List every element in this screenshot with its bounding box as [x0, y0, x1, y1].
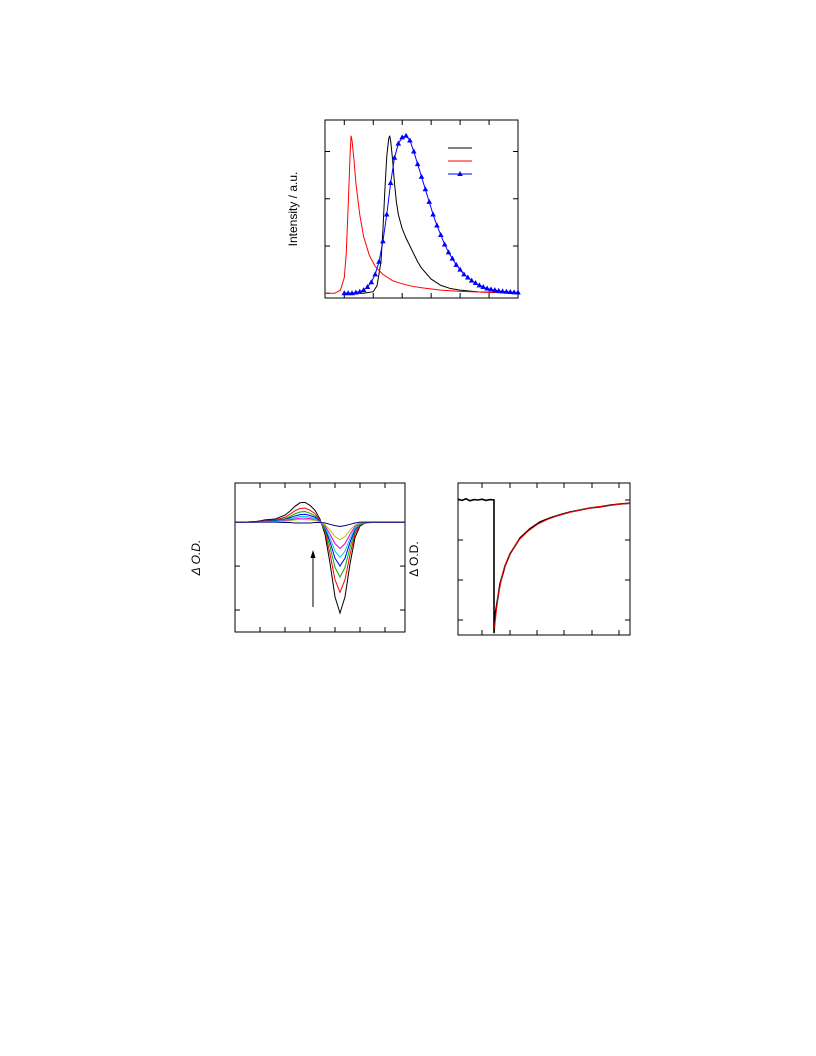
data-marker	[395, 140, 402, 146]
data-line	[494, 502, 631, 629]
plot-frame	[324, 119, 519, 299]
plot-frame	[234, 482, 406, 633]
data-marker	[403, 132, 409, 138]
arrow-head	[310, 550, 316, 558]
plot-frame	[457, 482, 631, 636]
data-marker	[488, 286, 494, 292]
data-marker	[407, 137, 413, 143]
data-marker	[360, 287, 367, 293]
data-marker	[441, 241, 448, 247]
data-marker	[418, 173, 425, 179]
data-marker	[376, 258, 382, 264]
data-marker	[480, 283, 487, 289]
data-marker	[434, 222, 440, 228]
data-marker	[372, 271, 378, 277]
data-marker	[465, 274, 471, 280]
data-marker	[472, 280, 479, 286]
data-marker	[499, 288, 506, 294]
y-axis-label: Intensity / a.u.	[286, 172, 300, 247]
data-marker	[457, 266, 463, 272]
data-marker	[391, 154, 398, 160]
data-marker	[515, 289, 521, 295]
data-marker	[438, 231, 444, 237]
data-line	[325, 135, 519, 294]
data-marker	[345, 290, 351, 296]
data-marker	[399, 134, 405, 140]
data-marker	[453, 261, 460, 267]
data-marker	[414, 161, 421, 167]
data-marker	[503, 288, 510, 294]
data-marker	[356, 288, 363, 294]
data-marker	[495, 287, 502, 293]
chart: Intensity / a.u.	[286, 119, 521, 299]
data-marker	[492, 287, 498, 293]
data-marker	[422, 186, 429, 192]
data-marker	[430, 211, 436, 217]
data-marker	[476, 282, 483, 288]
data-marker	[426, 198, 433, 204]
data-marker	[468, 277, 475, 283]
data-marker	[380, 238, 386, 244]
data-marker	[387, 180, 394, 186]
data-marker	[511, 289, 517, 295]
data-marker	[364, 283, 371, 289]
data-marker	[484, 285, 490, 291]
y-axis-label: Δ O.D.	[189, 540, 203, 577]
data-marker	[410, 148, 417, 154]
y-axis-label: Δ O.D.	[407, 541, 421, 576]
data-marker	[449, 255, 456, 261]
chart: Δ O.D.	[189, 482, 406, 633]
data-marker	[368, 279, 375, 285]
data-marker	[507, 289, 514, 295]
legend-marker	[457, 171, 463, 176]
data-marker	[341, 290, 348, 296]
data-marker	[383, 211, 390, 217]
chart: Δ O.D.	[407, 482, 631, 636]
data-marker	[445, 249, 452, 255]
data-marker	[461, 271, 467, 277]
data-line	[235, 521, 405, 528]
data-line	[344, 135, 519, 294]
